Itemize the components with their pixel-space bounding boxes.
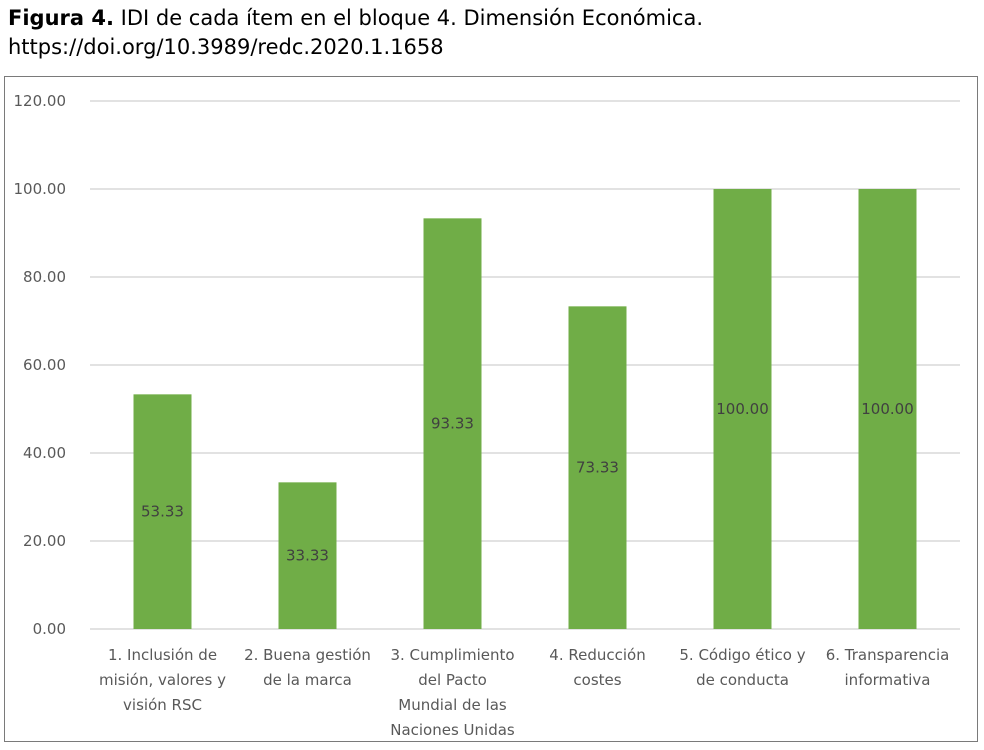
y-tick-label: 40.00 [23,444,66,462]
x-category-label: 4. Reducción costes [549,646,645,689]
x-category-label-line: del Pacto [418,671,487,689]
y-tick-label: 120.00 [14,92,67,110]
x-category-label-line: informativa [845,671,931,689]
bars [133,189,917,629]
x-category-label-line: costes [573,671,621,689]
data-label: 53.33 [141,503,184,521]
x-category-label-line: Mundial de las [398,696,507,714]
x-category-label-line: visión RSC [123,696,202,714]
bar [713,189,772,629]
y-tick-label: 20.00 [23,532,66,550]
y-tick-label: 80.00 [23,268,66,286]
bar [278,482,337,629]
bar [423,218,482,629]
data-label: 73.33 [576,459,619,477]
x-category-label-line: 5. Código ético y [679,646,805,664]
x-category-label: 1. Inclusión de misión, valores y visión R… [99,646,226,714]
data-labels: 53.33 33.33 93.33 73.33 100.00 100.00 [141,400,914,565]
x-category-label-line: 4. Reducción [549,646,645,664]
bar [858,189,917,629]
x-category-label: 3. Cumplimiento del Pacto Mundial de las Na… [390,646,515,739]
data-label: 33.33 [286,547,329,565]
bar [133,394,192,629]
y-tick-label: 60.00 [23,356,66,374]
x-category-label: 5. Código ético y de conducta [679,646,805,689]
data-label: 100.00 [716,400,769,418]
x-category-label-line: 1. Inclusión de [108,646,217,664]
x-category-label-line: 6. Transparencia [826,646,950,664]
data-label: 100.00 [861,400,914,418]
x-category-label-line: de la marca [263,671,352,689]
x-category-label-line: misión, valores y [99,671,226,689]
x-category-label-line: 2. Buena gestión [244,646,371,664]
caption-label: Figura 4. [8,6,114,30]
x-axis: 1. Inclusión de misión, valores y visión R… [99,646,949,739]
y-tick-label: 100.00 [14,180,67,198]
figure-caption: Figura 4. IDI de cada ítem en el bloque … [8,4,978,62]
x-category-label: 2. Buena gestión de la marca [244,646,371,689]
gridlines [90,100,960,630]
caption-doi: https://doi.org/10.3989/redc.2020.1.1658 [8,35,444,59]
data-label: 93.33 [431,415,474,433]
x-category-label-line: Naciones Unidas [390,721,515,739]
x-category-label-line: de conducta [696,671,789,689]
y-tick-label: 0.00 [33,620,66,638]
bar [568,306,627,629]
x-category-label-line: 3. Cumplimiento [390,646,514,664]
caption-text: IDI de cada ítem en el bloque 4. Dimensi… [113,6,704,30]
y-axis: 0.00 20.00 40.00 60.00 80.00 100.00 120.00 [14,92,67,638]
x-category-label: 6. Transparencia informativa [826,646,950,689]
